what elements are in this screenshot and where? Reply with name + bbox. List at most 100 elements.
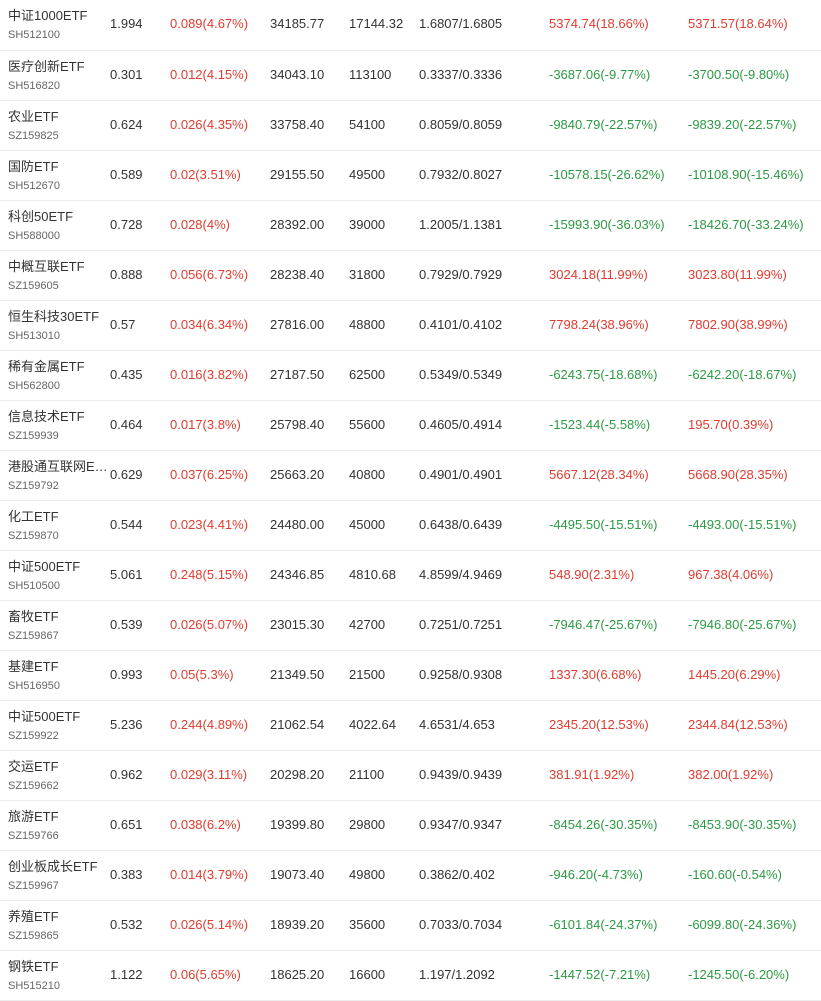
etf-code: SZ159967 [8,879,59,892]
etf-name-link[interactable]: 养殖ETF [8,908,59,924]
cell-volume: 4810.68 [349,550,419,600]
value-amount: 24480.00 [270,516,325,532]
table-row[interactable]: 科创50ETF SH588000 0.728 0.028(4%) 28392.00 390… [0,200,821,250]
value-f2: -3700.50(-9.80%) [688,66,790,82]
etf-code: SH562800 [8,379,60,392]
etf-name-link[interactable]: 旅游ETF [8,808,59,824]
cell-amount: 18625.20 [270,950,349,1000]
cell-amount: 25798.40 [270,400,349,450]
table-row[interactable]: 信息技术ETF SZ159939 0.464 0.017(3.8%) 25798.40 5… [0,400,821,450]
value-amount: 21349.50 [270,666,325,682]
value-range: 0.6438/0.6439 [419,516,503,532]
cell-amount: 28392.00 [270,200,349,250]
etf-name-link[interactable]: 创业板成长ETF [8,858,98,874]
cell-f2: 195.70(0.39%) [688,400,821,450]
etf-name-link[interactable]: 港股通互联网ETF [8,458,108,474]
etf-name-link[interactable]: 医疗创新ETF [8,58,85,74]
cell-amount: 28238.40 [270,250,349,300]
value-range: 0.8059/0.8059 [419,116,503,132]
value-range: 0.3337/0.3336 [419,66,503,82]
value-f1: 3024.18(11.99%) [549,266,648,282]
value-amount: 28392.00 [270,216,325,232]
etf-name-link[interactable]: 农业ETF [8,108,59,124]
etf-name-link[interactable]: 科创50ETF [8,208,74,224]
value-volume: 42700 [349,616,386,632]
etf-name-link[interactable]: 中证1000ETF [8,8,88,23]
cell-amount: 23015.30 [270,600,349,650]
etf-code: SZ159766 [8,829,59,842]
cell-price: 5.061 [110,550,170,600]
value-amount: 27187.50 [270,366,325,382]
table-row[interactable]: 创业板成长ETF SZ159967 0.383 0.014(3.79%) 19073.4… [0,850,821,900]
value-volume: 113100 [349,66,392,82]
cell-amount: 34185.77 [270,0,349,50]
cell-f1: -10578.15(-26.62%) [549,150,688,200]
cell-f2: -3700.50(-9.80%) [688,50,821,100]
value-volume: 29800 [349,816,386,832]
value-volume: 54100 [349,116,386,132]
cell-range: 0.7932/0.8027 [419,150,549,200]
cell-amount: 20298.20 [270,750,349,800]
cell-range: 0.8059/0.8059 [419,100,549,150]
value-range: 1.2005/1.1381 [419,216,503,232]
table-row[interactable]: 基建ETF SH516950 0.993 0.05(5.3%) 21349.50 2150… [0,650,821,700]
etf-code: SZ159870 [8,529,59,542]
value-f1: 5374.74(18.66%) [549,16,649,31]
etf-code: SZ159865 [8,929,59,942]
cell-price: 1.122 [110,950,170,1000]
table-row[interactable]: 交运ETF SZ159662 0.962 0.029(3.11%) 20298.20 21… [0,750,821,800]
etf-name-link[interactable]: 中概互联ETF [8,258,85,274]
cell-f1: -8454.26(-30.35%) [549,800,688,850]
cell-f1: -6101.84(-24.37%) [549,900,688,950]
cell-volume: 21500 [349,650,419,700]
cell-price: 0.464 [110,400,170,450]
table-row[interactable]: 旅游ETF SZ159766 0.651 0.038(6.2%) 19399.80 298… [0,800,821,850]
etf-name-cell: 旅游ETF SZ159766 [0,800,110,850]
table-row[interactable]: 中概互联ETF SZ159605 0.888 0.056(6.73%) 28238.40… [0,250,821,300]
etf-name-link[interactable]: 基建ETF [8,658,59,674]
etf-name-link[interactable]: 信息技术ETF [8,408,85,424]
table-row[interactable]: 养殖ETF SZ159865 0.532 0.026(5.14%) 18939.20 35… [0,900,821,950]
table-row[interactable]: 农业ETF SZ159825 0.624 0.026(4.35%) 33758.40 54… [0,100,821,150]
cell-change: 0.056(6.73%) [170,250,270,300]
table-row[interactable]: 港股通互联网ETF SZ159792 0.629 0.037(6.25%) 25663.… [0,450,821,500]
etf-name-link[interactable]: 钢铁ETF [8,958,59,974]
value-change: 0.014(3.79%) [170,866,249,882]
value-range: 0.3862/0.402 [419,866,495,882]
table-row[interactable]: 稀有金属ETF SH562800 0.435 0.016(3.82%) 27187.50… [0,350,821,400]
table-row[interactable]: 钢铁ETF SH515210 1.122 0.06(5.65%) 18625.20 166… [0,950,821,1000]
cell-amount: 24346.85 [270,550,349,600]
table-row[interactable]: 恒生科技30ETF SH513010 0.57 0.034(6.34%) 27816.0… [0,300,821,350]
etf-code: SH512670 [8,179,60,192]
value-change: 0.026(5.07%) [170,616,249,632]
value-change: 0.02(3.51%) [170,166,241,182]
value-range: 0.5349/0.5349 [419,366,503,382]
cell-f1: 548.90(2.31%) [549,550,688,600]
value-change: 0.026(5.14%) [170,916,249,932]
cell-f1: 5374.74(18.66%) [549,0,688,50]
table-row[interactable]: 中证500ETF SH510500 5.061 0.248(5.15%) 24346.8… [0,550,821,600]
value-f1: -15993.90(-36.03%) [549,216,665,232]
cell-change: 0.026(4.35%) [170,100,270,150]
etf-name-link[interactable]: 化工ETF [8,508,59,524]
table-row[interactable]: 中证1000ETF SH512100 1.994 0.089(4.67%) 34185.… [0,0,821,50]
cell-amount: 27187.50 [270,350,349,400]
table-row[interactable]: 畜牧ETF SZ159867 0.539 0.026(5.07%) 23015.30 42… [0,600,821,650]
table-row[interactable]: 化工ETF SZ159870 0.544 0.023(4.41%) 24480.00 45… [0,500,821,550]
table-row[interactable]: 中证500ETF SZ159922 5.236 0.244(4.89%) 21062.5… [0,700,821,750]
etf-code: SH513010 [8,329,60,342]
etf-code: SZ159662 [8,779,59,792]
table-row[interactable]: 国防ETF SH512670 0.589 0.02(3.51%) 29155.50 495… [0,150,821,200]
etf-name-link[interactable]: 中证500ETF [8,558,81,574]
etf-name-link[interactable]: 恒生科技30ETF [8,308,100,324]
etf-name-link[interactable]: 中证500ETF [8,708,81,724]
cell-volume: 4022.64 [349,700,419,750]
value-volume: 17144.32 [349,16,404,31]
etf-name-link[interactable]: 稀有金属ETF [8,358,85,374]
cell-range: 1.2005/1.1381 [419,200,549,250]
table-row[interactable]: 医疗创新ETF SH516820 0.301 0.012(4.15%) 34043.10… [0,50,821,100]
etf-name-link[interactable]: 畜牧ETF [8,608,59,624]
cell-range: 0.7251/0.7251 [419,600,549,650]
etf-name-link[interactable]: 国防ETF [8,158,59,174]
etf-name-link[interactable]: 交运ETF [8,758,59,774]
